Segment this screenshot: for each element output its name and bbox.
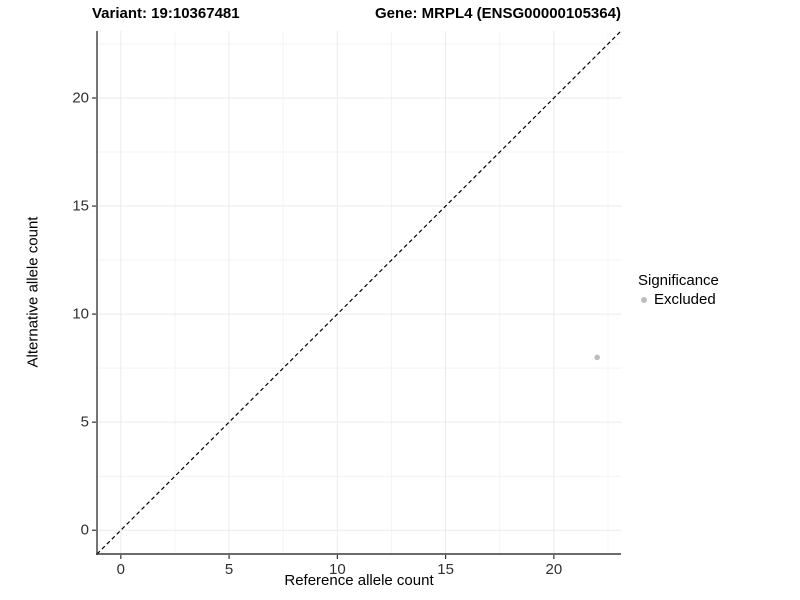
legend-entry-label: Excluded	[654, 291, 716, 308]
y-tick-label: 10	[72, 305, 89, 323]
legend-entry-excluded: Excluded	[638, 291, 719, 308]
gene-title: Gene: MRPL4 (ENSG00000105364)	[375, 5, 621, 22]
y-axis-title: Alternative allele count	[24, 216, 42, 368]
y-tick-label: 15	[72, 197, 89, 215]
legend-title: Significance	[638, 272, 719, 289]
x-axis-title: Reference allele count	[284, 572, 434, 589]
legend-point-icon	[641, 296, 647, 303]
y-tick-label: 0	[80, 521, 89, 539]
x-tick-label: 10	[329, 561, 346, 578]
data-point	[594, 354, 600, 361]
y-tick-label: 20	[72, 89, 89, 107]
identity-line	[96, 30, 622, 555]
y-tick-label: 5	[80, 413, 89, 431]
x-tick-label: 5	[224, 561, 234, 578]
variant-title: Variant: 19:10367481	[92, 5, 240, 22]
legend: Significance Excluded	[638, 272, 719, 308]
x-tick-label: 15	[437, 561, 454, 578]
x-tick-label: 20	[545, 561, 563, 578]
x-tick-label: 0	[116, 561, 125, 578]
